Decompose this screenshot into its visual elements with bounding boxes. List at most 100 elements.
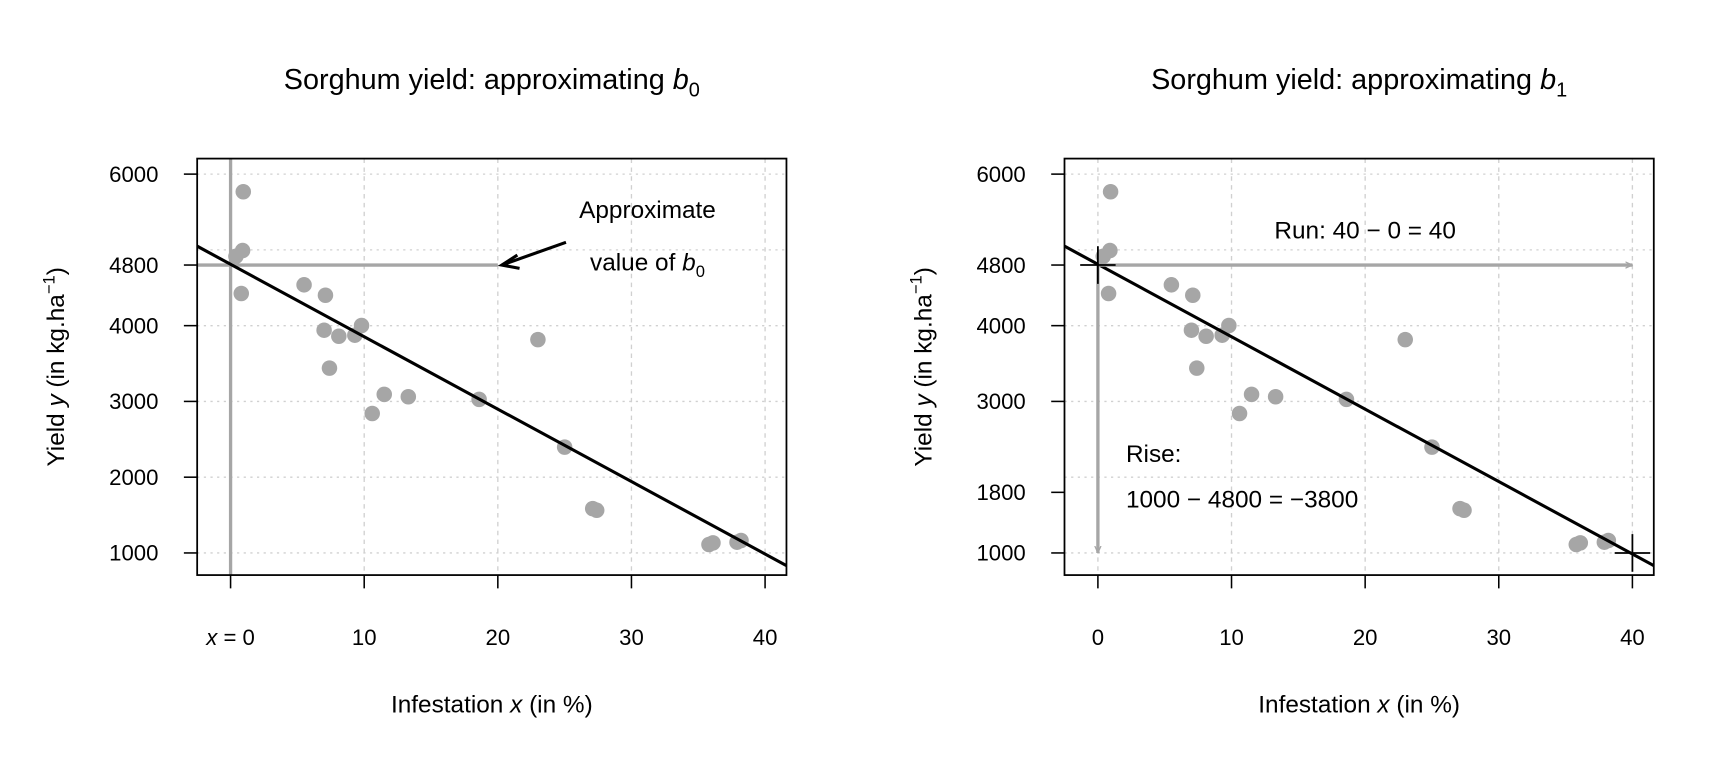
- y-axis-label-var: y: [911, 393, 938, 409]
- annotation-label-sub: 0: [696, 262, 705, 281]
- x-axis-label-var: x: [509, 691, 523, 718]
- data-point: [233, 285, 250, 302]
- annotation-arrow-head: [497, 253, 520, 270]
- y-axis-label-sup: −1: [39, 275, 58, 294]
- chart-title-text: Sorghum yield: approximating: [1151, 64, 1540, 96]
- x-tick-label: 10: [352, 625, 377, 650]
- data-point: [1243, 386, 1260, 403]
- y-axis-label-pre: Yield: [911, 407, 938, 467]
- x-tick-label: 20: [1353, 625, 1378, 650]
- y-axis-label-close: ): [911, 267, 938, 275]
- rise-calculation-label: 1000 − 4800 = −3800: [1126, 486, 1358, 513]
- chart-title: Sorghum yield: approximating b1: [1151, 64, 1567, 102]
- data-point: [705, 535, 721, 551]
- x-tick-label: 30: [1486, 625, 1511, 650]
- y-axis-label-sup: −1: [907, 275, 926, 294]
- y-tick-label: 1800: [976, 480, 1025, 505]
- data-point: [1231, 405, 1248, 422]
- y-tick-label: 3000: [109, 389, 158, 414]
- annotation-arrow-shaft: [501, 240, 567, 267]
- y-axis-label-post: (in kg.ha: [43, 294, 70, 395]
- data-point: [1102, 184, 1119, 200]
- x-tick-label-var: x: [205, 625, 218, 650]
- data-point: [331, 328, 347, 345]
- data-point: [1456, 502, 1472, 519]
- data-point: [316, 322, 332, 338]
- data-point: [376, 386, 392, 403]
- data-point: [228, 248, 244, 265]
- data-point: [1267, 388, 1284, 405]
- data-point: [1397, 331, 1413, 348]
- y-axis-label-var: y: [43, 393, 70, 409]
- data-point: [1183, 322, 1200, 338]
- x-axis-label-var: x: [1376, 691, 1390, 718]
- y-axis-label-post: (in kg.ha: [911, 294, 938, 395]
- plot-area: [197, 158, 787, 576]
- y-tick-label: 1000: [976, 541, 1025, 566]
- x-axis-label: Infestation x (in %): [391, 691, 593, 718]
- y-tick-label: 4000: [109, 313, 158, 338]
- annotation-label-var: b: [682, 249, 696, 276]
- x-tick-label-text: = 0: [217, 625, 255, 650]
- y-tick-label: 1000: [109, 541, 158, 566]
- annotation-label-text: value of: [590, 249, 682, 276]
- data-point: [364, 405, 380, 422]
- data-point: [1198, 328, 1214, 345]
- data-point: [1163, 277, 1180, 293]
- x-axis-label-pre: Infestation: [391, 691, 510, 718]
- data-point: [296, 277, 312, 293]
- y-tick-label: 4800: [976, 253, 1025, 278]
- chart-title-var: b: [1540, 64, 1556, 96]
- data-point: [1100, 285, 1117, 302]
- x-tick-label: 20: [486, 625, 511, 650]
- chart-title-sub: 1: [1556, 80, 1567, 102]
- data-point: [400, 388, 417, 405]
- x-tick-label: 0: [1092, 625, 1104, 650]
- plot-area: [1064, 184, 1654, 567]
- plot-frame: [1063, 157, 1655, 576]
- y-tick-label: 2000: [109, 465, 158, 490]
- data-point: [235, 184, 252, 200]
- y-tick-label: 6000: [109, 162, 158, 187]
- x-tick-label: 40: [1620, 625, 1645, 650]
- data-point: [317, 287, 334, 304]
- x-axis-label-pre: Infestation: [1258, 691, 1377, 718]
- data-point: [353, 317, 370, 334]
- y-tick-label: 6000: [976, 162, 1025, 187]
- rise-label: Rise:: [1126, 441, 1182, 468]
- run-label: Run: 40 − 0 = 40: [1274, 218, 1455, 245]
- data-point: [1189, 360, 1205, 376]
- regression-line: [197, 244, 787, 567]
- data-point: [321, 360, 338, 376]
- y-axis-label: Yield y (in kg.ha−1): [39, 267, 70, 466]
- x-tick-label: 10: [1219, 625, 1244, 650]
- y-tick-label: 3000: [976, 389, 1025, 414]
- y-tick-label: 4000: [976, 313, 1025, 338]
- chart-title-sub: 0: [689, 80, 700, 102]
- annotation-label-line1: Approximate: [579, 197, 716, 224]
- y-tick-label: 4800: [109, 253, 158, 278]
- x-tick-label: 30: [619, 625, 644, 650]
- plot-frame: [196, 157, 788, 576]
- x-axis-label: Infestation x (in %): [1258, 691, 1460, 718]
- chart-title-var: b: [673, 64, 689, 96]
- data-point: [1185, 287, 1201, 304]
- x-axis-label-post: (in %): [1390, 691, 1460, 718]
- chart-title-text: Sorghum yield: approximating: [284, 64, 673, 96]
- data-point: [1095, 248, 1111, 265]
- x-axis-label-post: (in %): [522, 691, 592, 718]
- data-point: [588, 502, 605, 519]
- data-point: [530, 331, 546, 348]
- annotation-label-line2: value of b0: [590, 249, 705, 281]
- y-axis-label-pre: Yield: [43, 407, 70, 467]
- chart-title: Sorghum yield: approximating b0: [284, 64, 700, 102]
- panel-approximating-b1: Run: 40 − 0 = 40 Rise: 1000 − 4800 = −3800…: [907, 64, 1655, 718]
- y-axis-label: Yield y (in kg.ha−1): [907, 267, 938, 466]
- y-axis-label-close: ): [43, 267, 70, 275]
- regression-line: [1064, 244, 1654, 567]
- x-tick-label: 40: [753, 625, 778, 650]
- data-point: [1221, 317, 1237, 334]
- x-tick-label: x = 0: [205, 625, 255, 650]
